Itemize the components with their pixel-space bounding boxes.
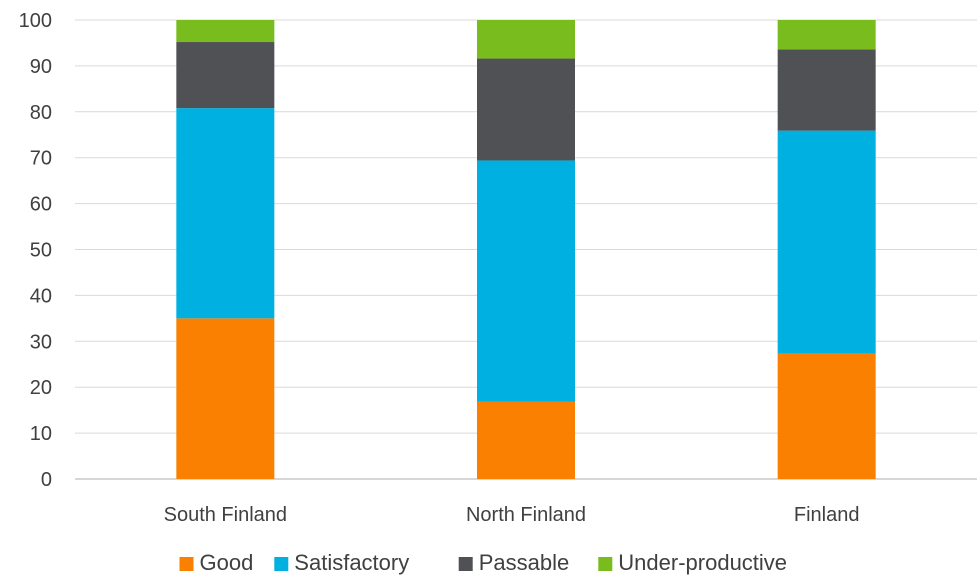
y-tick-label: 0 [41, 469, 52, 491]
legend-label: Under-productive [618, 550, 787, 575]
legend-swatch [274, 557, 289, 571]
bar-segment-good [777, 353, 876, 479]
y-tick-label: 50 [30, 240, 52, 262]
x-category-label: South Finland [164, 504, 287, 526]
legend-label: Satisfactory [294, 550, 409, 575]
y-tick-label: 10 [30, 423, 52, 445]
legend-swatch [179, 557, 194, 571]
x-category-label: Finland [794, 504, 860, 526]
y-tick-label: 90 [30, 56, 52, 78]
x-category-label: North Finland [466, 504, 586, 526]
y-tick-label: 30 [30, 331, 52, 353]
bar-segment-under-productive [477, 20, 575, 59]
bar-segment-under-productive [176, 20, 275, 43]
bar-segment-satisfactory [777, 130, 876, 354]
legend-swatch [458, 557, 473, 571]
y-axis-ticks: 0 10 20 30 40 50 60 70 80 90 100 [19, 10, 52, 491]
y-tick-label: 60 [30, 194, 52, 216]
bar-segment-passable [176, 42, 275, 109]
y-tick-label: 20 [30, 377, 52, 399]
legend-label: Good [200, 550, 254, 575]
x-axis-categories: South Finland North Finland Finland [164, 504, 860, 526]
legend-swatch [598, 557, 613, 571]
bar-segment-satisfactory [176, 108, 275, 319]
legend: Good Satisfactory Passable Under-productive [179, 550, 787, 575]
y-tick-label: 100 [19, 10, 52, 32]
y-tick-label: 70 [30, 148, 52, 170]
bar-segment-good [477, 401, 575, 479]
bar-segment-under-productive [777, 20, 876, 50]
y-tick-label: 40 [30, 285, 52, 307]
bar-segment-passable [777, 49, 876, 131]
bar-segment-satisfactory [477, 160, 575, 402]
bars [176, 20, 876, 479]
bar-segment-passable [477, 58, 575, 161]
y-tick-label: 80 [30, 102, 52, 124]
legend-label: Passable [479, 550, 570, 575]
bar-segment-good [176, 318, 275, 479]
